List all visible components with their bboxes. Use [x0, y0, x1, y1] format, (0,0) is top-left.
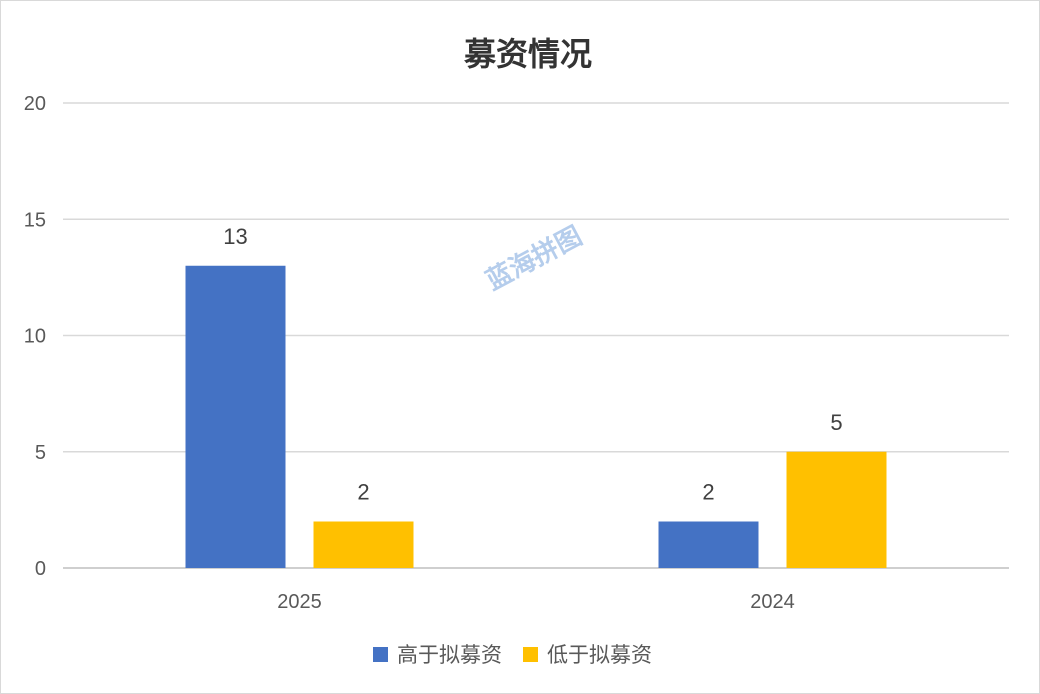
y-tick-label: 5 — [35, 442, 46, 464]
legend-swatch — [523, 647, 538, 662]
y-axis: 0 5 10 15 20 — [24, 93, 46, 580]
legend: 高于拟募资 低于拟募资 — [373, 643, 652, 667]
x-tick-label: 2025 — [277, 591, 322, 613]
legend-label: 低于拟募资 — [547, 643, 652, 667]
y-tick-label: 15 — [24, 209, 46, 231]
legend-label: 高于拟募资 — [397, 643, 502, 667]
y-tick-label: 10 — [24, 326, 46, 348]
x-axis: 2025 2024 — [277, 591, 795, 613]
bars — [185, 265, 887, 568]
y-tick-label: 20 — [24, 93, 46, 115]
bar — [786, 451, 887, 568]
x-tick-label: 2024 — [750, 591, 795, 613]
legend-swatch — [373, 647, 388, 662]
bar — [313, 521, 414, 568]
chart-title: 募资情况 — [463, 35, 592, 73]
data-labels: 13 2 2 5 — [223, 224, 842, 505]
y-tick-label: 0 — [35, 558, 46, 580]
data-label: 2 — [702, 480, 714, 505]
bar — [658, 521, 759, 568]
data-label: 5 — [830, 410, 842, 435]
bar — [185, 265, 286, 568]
data-label: 2 — [357, 480, 369, 505]
data-label: 13 — [223, 224, 247, 249]
watermark: 蓝海拼图 — [481, 221, 587, 296]
